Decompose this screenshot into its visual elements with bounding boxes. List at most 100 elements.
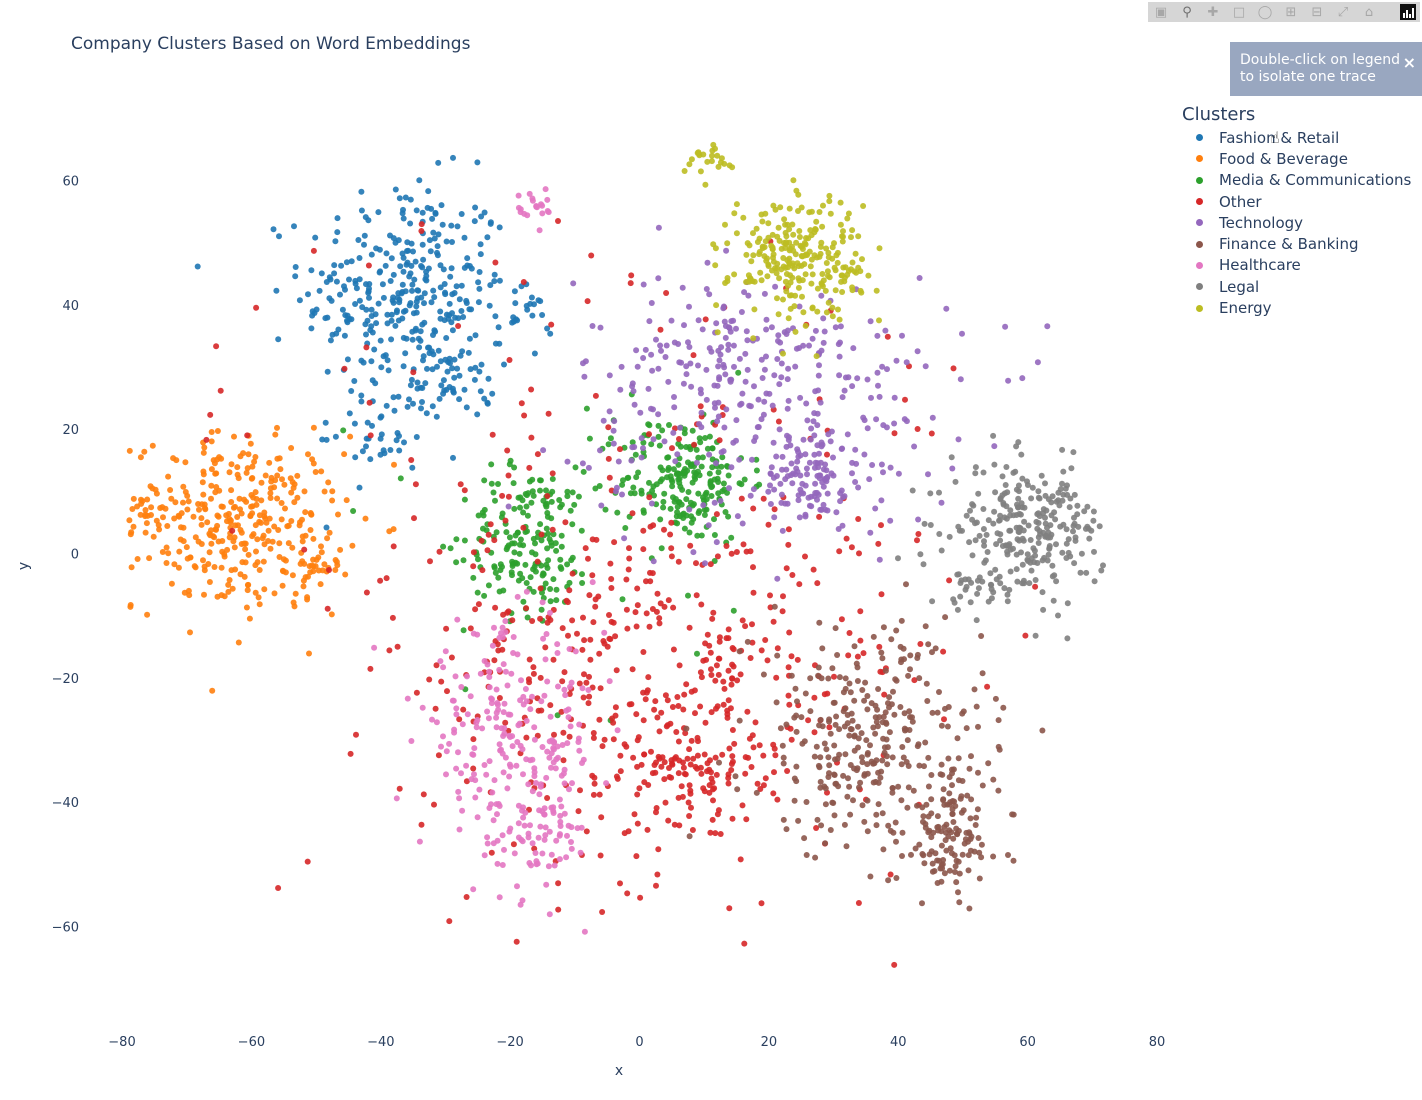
scatter-point[interactable]: [278, 500, 285, 506]
scatter-point[interactable]: [690, 549, 697, 556]
scatter-point[interactable]: [569, 489, 576, 496]
scatter-point[interactable]: [653, 336, 659, 343]
scatter-point[interactable]: [471, 771, 477, 778]
scatter-point[interactable]: [811, 432, 818, 439]
scatter-point[interactable]: [369, 329, 376, 336]
scatter-point[interactable]: [212, 526, 219, 533]
scatter-point[interactable]: [426, 237, 433, 244]
scatter-point[interactable]: [1009, 811, 1016, 818]
scatter-point[interactable]: [997, 580, 1004, 587]
scatter-point[interactable]: [712, 830, 719, 837]
scatter-point[interactable]: [820, 315, 827, 322]
scatter-point[interactable]: [1046, 543, 1053, 549]
scatter-point[interactable]: [367, 432, 374, 439]
scatter-point[interactable]: [421, 300, 427, 307]
scatter-point[interactable]: [760, 671, 767, 678]
scatter-point[interactable]: [552, 540, 559, 547]
scatter-point[interactable]: [421, 319, 428, 326]
scatter-point[interactable]: [906, 708, 913, 715]
scatter-point[interactable]: [494, 700, 501, 706]
scatter-point[interactable]: [498, 725, 505, 732]
scatter-point[interactable]: [208, 429, 215, 435]
scatter-point[interactable]: [690, 352, 697, 359]
scatter-point[interactable]: [464, 711, 471, 718]
scatter-point[interactable]: [836, 548, 843, 555]
scatter-point[interactable]: [838, 487, 845, 494]
scatter-point[interactable]: [715, 413, 722, 420]
scatter-point[interactable]: [708, 484, 715, 491]
scatter-point[interactable]: [773, 270, 780, 277]
scatter-point[interactable]: [185, 498, 192, 505]
scatter-point[interactable]: [868, 700, 875, 707]
scatter-point[interactable]: [307, 569, 314, 576]
scatter-point[interactable]: [864, 751, 871, 758]
scatter-point[interactable]: [713, 460, 719, 467]
scatter-point[interactable]: [146, 555, 153, 562]
scatter-point[interactable]: [415, 287, 422, 294]
scatter-point[interactable]: [669, 483, 676, 490]
scatter-point[interactable]: [992, 695, 999, 702]
scatter-point[interactable]: [1042, 514, 1048, 521]
scatter-point[interactable]: [1024, 551, 1031, 558]
scatter-point[interactable]: [343, 497, 350, 504]
scatter-point[interactable]: [441, 281, 448, 287]
scatter-point[interactable]: [802, 322, 809, 329]
scatter-point[interactable]: [704, 760, 711, 767]
scatter-point[interactable]: [629, 666, 636, 673]
scatter-point[interactable]: [768, 324, 775, 331]
scatter-point[interactable]: [873, 416, 880, 423]
scatter-point[interactable]: [949, 465, 956, 472]
scatter-point[interactable]: [936, 489, 942, 496]
scatter-point[interactable]: [739, 802, 746, 809]
scatter-point[interactable]: [318, 549, 325, 556]
scatter-point[interactable]: [817, 506, 824, 513]
scatter-point[interactable]: [815, 762, 822, 769]
scatter-point[interactable]: [413, 434, 420, 440]
scatter-point[interactable]: [945, 755, 952, 762]
scatter-point[interactable]: [851, 733, 858, 740]
scatter-point[interactable]: [916, 275, 923, 281]
scatter-point[interactable]: [440, 390, 447, 397]
scatter-point[interactable]: [380, 294, 387, 301]
scatter-point[interactable]: [713, 511, 720, 518]
scatter-point[interactable]: [1059, 446, 1066, 453]
scatter-point[interactable]: [208, 438, 215, 445]
scatter-point[interactable]: [173, 457, 180, 464]
scatter-point[interactable]: [383, 250, 390, 257]
scatter-point[interactable]: [484, 708, 491, 715]
scatter-point[interactable]: [514, 593, 521, 600]
scatter-point[interactable]: [507, 457, 514, 464]
scatter-point[interactable]: [509, 572, 515, 579]
scatter-point[interactable]: [903, 418, 910, 425]
scatter-point[interactable]: [590, 619, 597, 626]
scatter-point[interactable]: [879, 363, 886, 370]
scatter-point[interactable]: [780, 255, 787, 261]
scatter-point[interactable]: [972, 464, 979, 471]
scatter-point[interactable]: [825, 254, 832, 261]
scatter-point[interactable]: [793, 239, 800, 246]
scatter-point[interactable]: [455, 323, 462, 329]
scatter-point[interactable]: [907, 652, 914, 659]
scatter-point[interactable]: [429, 215, 436, 222]
scatter-point[interactable]: [753, 456, 760, 463]
scatter-point[interactable]: [916, 841, 923, 848]
scatter-point[interactable]: [1019, 561, 1026, 568]
scatter-point[interactable]: [721, 160, 728, 167]
scatter-point[interactable]: [649, 367, 656, 374]
scatter-point[interactable]: [1018, 500, 1025, 507]
scatter-point[interactable]: [546, 738, 553, 745]
scatter-point[interactable]: [980, 506, 987, 512]
scatter-point[interactable]: [761, 398, 768, 405]
scatter-point[interactable]: [848, 544, 855, 551]
scatter-point[interactable]: [844, 712, 851, 718]
scatter-point[interactable]: [667, 531, 674, 538]
scatter-point[interactable]: [666, 422, 672, 428]
scatter-point[interactable]: [313, 556, 320, 563]
scatter-point[interactable]: [352, 280, 359, 287]
scatter-point[interactable]: [826, 762, 833, 769]
scatter-point[interactable]: [1000, 501, 1007, 508]
scatter-point[interactable]: [703, 496, 710, 503]
scatter-point[interactable]: [734, 513, 741, 520]
scatter-point[interactable]: [464, 673, 470, 680]
scatter-point[interactable]: [514, 883, 520, 890]
